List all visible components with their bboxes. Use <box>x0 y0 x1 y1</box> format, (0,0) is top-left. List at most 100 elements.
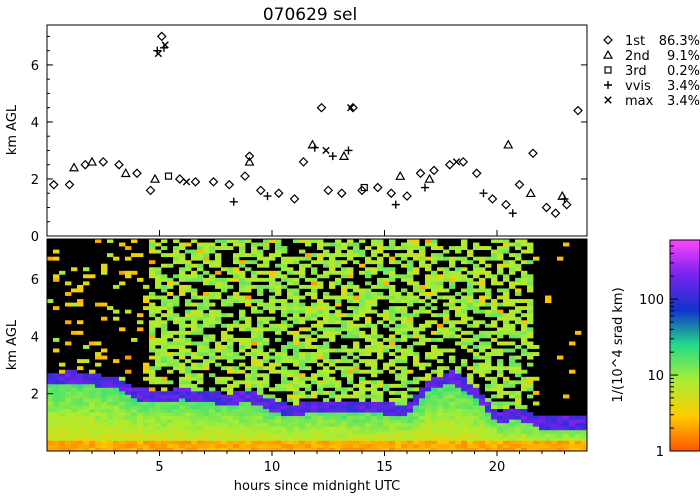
heatmap-cell <box>149 412 156 417</box>
heatmap-cell <box>197 401 204 406</box>
heatmap-cell <box>89 436 96 441</box>
heatmap-cell <box>323 320 330 325</box>
heatmap-cell <box>77 415 84 420</box>
heatmap-cell <box>185 313 192 318</box>
heatmap-cell <box>515 394 522 399</box>
heatmap-cell <box>161 380 168 385</box>
heatmap-cell <box>179 277 186 282</box>
heatmap-cell <box>497 419 504 424</box>
heatmap-cell <box>491 394 498 399</box>
heatmap-cell <box>491 426 498 431</box>
heatmap-cell <box>143 299 150 303</box>
heatmap-cell <box>149 436 156 441</box>
heatmap-cell <box>371 345 378 349</box>
heatmap-cell <box>119 398 126 402</box>
heatmap-cell <box>221 352 228 356</box>
heatmap-cell <box>245 440 252 445</box>
heatmap-cell <box>77 412 84 417</box>
heatmap-cell <box>77 376 84 381</box>
heatmap-cell <box>413 267 420 272</box>
heatmap-cell <box>443 394 450 399</box>
heatmap-cell <box>65 383 72 388</box>
heatmap-cell <box>449 422 456 427</box>
heatmap-cell <box>401 415 408 420</box>
heatmap-cell <box>491 422 498 427</box>
heatmap-cell <box>119 390 126 395</box>
heatmap-cell <box>437 390 444 395</box>
heatmap-cell <box>263 412 270 417</box>
heatmap-cell <box>287 422 294 427</box>
heatmap-cell <box>515 330 522 335</box>
heatmap-cell <box>287 306 294 311</box>
heatmap-cell <box>503 433 510 438</box>
heatmap-cell <box>83 422 90 427</box>
heatmap-cell <box>149 429 156 434</box>
legend-percent-2nd: 9.1% <box>667 49 700 64</box>
heatmap-cell <box>281 419 288 424</box>
heatmap-cell <box>353 415 360 420</box>
heatmap-cell <box>311 443 318 448</box>
heatmap-cell <box>515 412 522 417</box>
heatmap-cell <box>77 299 84 303</box>
heatmap-cell <box>353 345 360 349</box>
heatmap-cell <box>161 334 168 339</box>
heatmap-cell <box>563 419 570 424</box>
heatmap-cell <box>77 422 84 427</box>
heatmap-cell <box>161 302 168 307</box>
heatmap-cell <box>485 313 492 318</box>
heatmap-cell <box>203 408 210 413</box>
heatmap-cell <box>113 383 120 388</box>
heatmap-cell <box>173 419 180 424</box>
heatmap-cell <box>95 415 102 420</box>
heatmap-cell <box>161 341 168 346</box>
heatmap-cell <box>533 401 540 406</box>
heatmap-cell <box>443 327 450 332</box>
heatmap-cell <box>233 429 240 434</box>
heatmap-cell <box>425 320 432 325</box>
heatmap-cell <box>461 436 468 441</box>
heatmap-cell <box>521 419 528 424</box>
heatmap-cell <box>275 253 282 258</box>
heatmap-cell <box>89 419 96 424</box>
heatmap-cell <box>299 320 306 325</box>
heatmap-cell <box>479 443 486 448</box>
heatmap-cell <box>419 419 426 424</box>
heatmap-cell <box>359 401 366 406</box>
heatmap-cell <box>215 263 222 268</box>
heatmap-cell <box>383 436 390 441</box>
heatmap-cell <box>341 320 348 325</box>
heatmap-cell <box>329 443 336 448</box>
heatmap-cell <box>551 433 558 438</box>
heatmap-cell <box>437 352 444 356</box>
heatmap-cell <box>287 330 294 335</box>
heatmap-cell <box>287 405 294 409</box>
heatmap-cell <box>125 443 132 448</box>
heatmap-cell <box>455 419 462 424</box>
heatmap-cell <box>143 390 150 395</box>
heatmap-cell <box>323 443 330 448</box>
heatmap-cell <box>491 447 498 452</box>
heatmap-cell <box>209 320 216 325</box>
heatmap-cell <box>257 422 264 427</box>
heatmap-cell <box>335 429 342 434</box>
heatmap-cell <box>401 309 408 314</box>
heatmap-cell <box>509 401 516 406</box>
heatmap-cell <box>239 309 246 314</box>
heatmap-cell <box>533 426 540 431</box>
heatmap-cell <box>305 352 312 356</box>
heatmap-cell <box>263 270 270 275</box>
heatmap-cell <box>431 383 438 388</box>
heatmap-cell <box>311 337 318 342</box>
heatmap-cell <box>509 366 516 371</box>
heatmap-cell <box>275 387 282 392</box>
heatmap-cell <box>377 447 384 452</box>
heatmap-cell <box>281 376 288 381</box>
heatmap-cell <box>473 246 480 250</box>
top-plot-frame <box>46 24 588 237</box>
heatmap-cell <box>449 429 456 434</box>
heatmap-cell <box>185 380 192 385</box>
heatmap-cell <box>419 394 426 399</box>
heatmap-cell <box>317 355 324 360</box>
heatmap-cell <box>371 380 378 385</box>
